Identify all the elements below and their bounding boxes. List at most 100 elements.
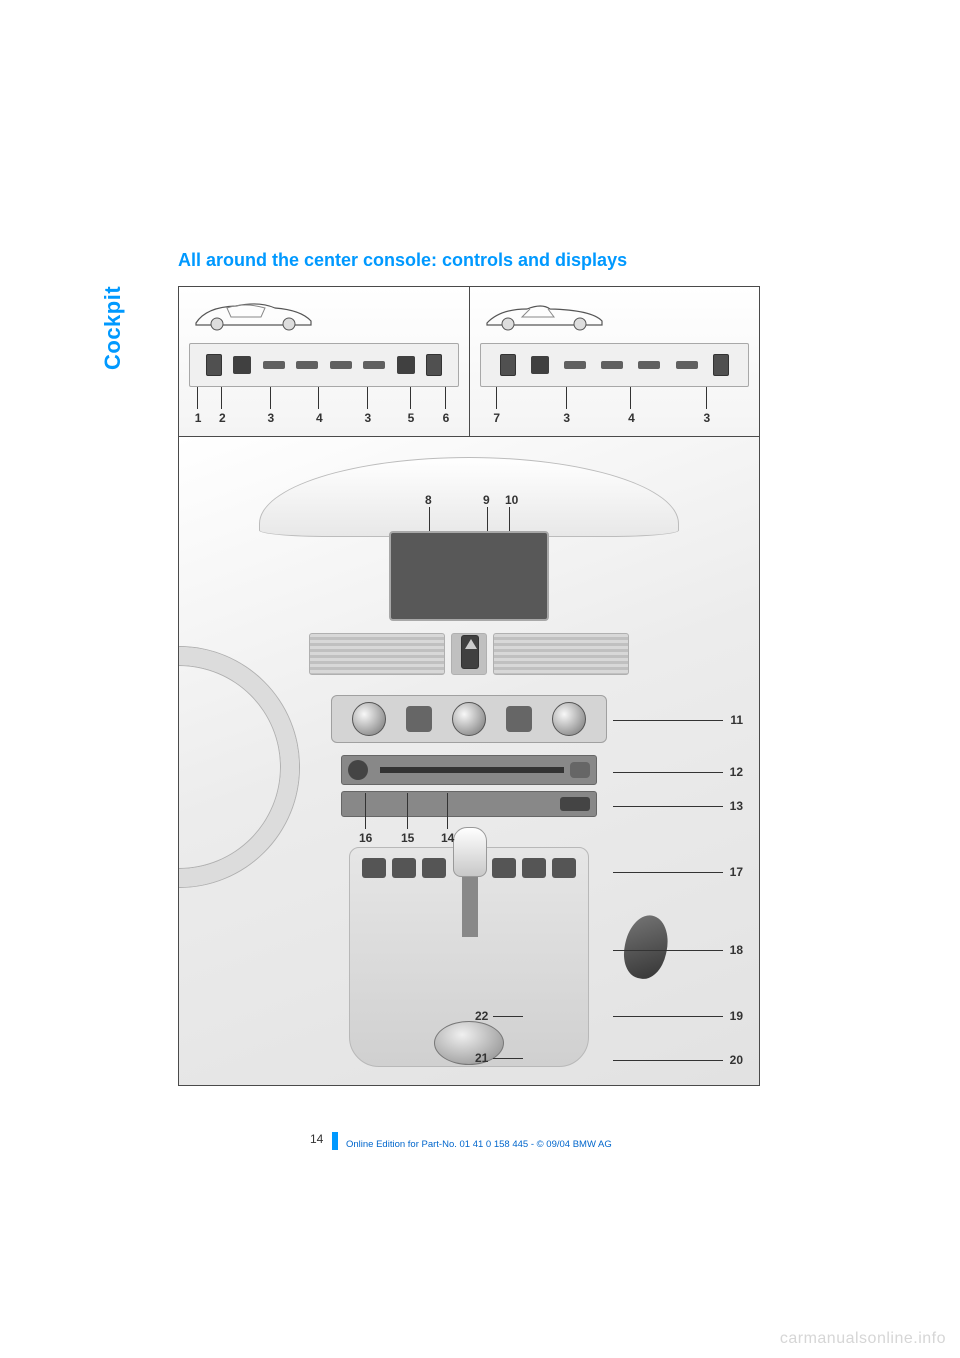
- callout-number: 18: [730, 943, 743, 957]
- page-number-bar: [332, 1132, 338, 1150]
- strip-button: [676, 361, 698, 369]
- vent: [493, 633, 629, 675]
- watermark-text: carmanualsonline.info: [780, 1330, 946, 1348]
- hazard-button-icon: [461, 635, 479, 669]
- strip-button: [296, 361, 318, 369]
- callout-leader: 2: [221, 387, 222, 409]
- callout-leader: [613, 720, 723, 721]
- callout-leader: [613, 1060, 723, 1061]
- page-number: 14: [310, 1132, 323, 1146]
- callout-leader: 4: [318, 387, 319, 409]
- shifter-stick: [462, 877, 478, 937]
- cd-panel: [341, 791, 597, 817]
- page-heading: All around the center console: controls …: [178, 250, 627, 271]
- strip-button: [601, 361, 623, 369]
- strip-button: [564, 361, 586, 369]
- callout-number: 1: [191, 411, 205, 425]
- climate-button: [406, 706, 432, 732]
- coupe-panel: 1234356: [179, 287, 469, 436]
- callout-number: 4: [312, 411, 326, 425]
- callout-number: 9: [483, 493, 490, 507]
- callout-leader: [493, 1016, 523, 1017]
- callout-number: 10: [505, 493, 518, 507]
- callout-number: 15: [401, 831, 414, 845]
- footer-text: Online Edition for Part-No. 01 41 0 158 …: [346, 1139, 612, 1150]
- console-button: [392, 858, 416, 878]
- coupe-callout-row: 1234356: [189, 387, 459, 427]
- callout-number: 20: [730, 1053, 743, 1067]
- radio-button: [570, 762, 590, 778]
- callout-leader: [613, 806, 723, 807]
- callout-leader: [447, 793, 448, 829]
- callout-number: 2: [215, 411, 229, 425]
- callout-leader: 7: [496, 387, 497, 409]
- strip-button: [531, 356, 549, 374]
- convertible-panel: 7 3 4 3: [469, 287, 760, 436]
- callout-leader: [613, 1016, 723, 1017]
- callout-leader: [613, 772, 723, 773]
- convertible-control-strip: [480, 343, 750, 387]
- strip-button: [397, 356, 415, 374]
- callout-number: 5: [404, 411, 418, 425]
- console-illustration: 8 9 10 11 12 13 17 18 19 20 16 15 14 22 21: [179, 437, 759, 1085]
- steering-wheel-icon: [179, 647, 299, 887]
- callout-number: 3: [361, 411, 375, 425]
- cd-eject-icon: [560, 797, 590, 811]
- callout-leader: 3: [566, 387, 567, 409]
- callout-leader: 3: [270, 387, 271, 409]
- callout-number: 7: [490, 411, 504, 425]
- callout-number: 3: [700, 411, 714, 425]
- figure-container: 1234356 7343: [178, 286, 760, 1086]
- strip-button: [330, 361, 352, 369]
- strip-button: [233, 356, 251, 374]
- section-label: Cockpit: [100, 286, 126, 370]
- callout-leader: [613, 872, 723, 873]
- callout-number: 19: [730, 1009, 743, 1023]
- gear-shifter-icon: [455, 827, 485, 937]
- callout-number: 4: [624, 411, 638, 425]
- callout-number: 21: [475, 1051, 488, 1065]
- strip-button: [713, 354, 729, 376]
- console-button: [522, 858, 546, 878]
- strip-button: [638, 361, 660, 369]
- radio-knob: [348, 760, 368, 780]
- callout-leader: 4: [630, 387, 631, 409]
- climate-control-panel: [331, 695, 607, 743]
- callout-number: 12: [730, 765, 743, 779]
- callout-number: 3: [264, 411, 278, 425]
- callout-leader: [613, 950, 723, 951]
- convertible-callout-row: 7 3 4 3: [480, 387, 750, 427]
- climate-dial: [452, 702, 486, 736]
- callout-leader: 3: [706, 387, 707, 409]
- callout-number: 14: [441, 831, 454, 845]
- callout-number: 17: [730, 865, 743, 879]
- strip-button: [363, 361, 385, 369]
- callout-number: 11: [730, 713, 743, 727]
- callout-leader: [407, 793, 408, 829]
- callout-leader: 1: [197, 387, 198, 409]
- callout-leader: [365, 793, 366, 829]
- section-label-text: Cockpit: [100, 286, 125, 370]
- strip-button: [263, 361, 285, 369]
- display-screen: [389, 531, 549, 621]
- radio-slot: [380, 767, 564, 773]
- callout-leader: 3: [367, 387, 368, 409]
- callout-leader: [509, 507, 510, 531]
- heading-text: All around the center console: controls …: [178, 250, 627, 270]
- callout-number: 16: [359, 831, 372, 845]
- strip-button: [500, 354, 516, 376]
- callout-number: 8: [425, 493, 432, 507]
- vent: [309, 633, 445, 675]
- console-button: [552, 858, 576, 878]
- callout-leader: 5: [410, 387, 411, 409]
- climate-dial: [552, 702, 586, 736]
- callout-number: 22: [475, 1009, 488, 1023]
- idrive-mouse-icon: [619, 911, 673, 982]
- console-button: [492, 858, 516, 878]
- radio-panel: [341, 755, 597, 785]
- callout-number: 13: [730, 799, 743, 813]
- top-panel-row: 1234356 7343: [179, 287, 759, 437]
- callout-leader: [493, 1058, 523, 1059]
- climate-dial: [352, 702, 386, 736]
- callout-leader: 6: [445, 387, 446, 409]
